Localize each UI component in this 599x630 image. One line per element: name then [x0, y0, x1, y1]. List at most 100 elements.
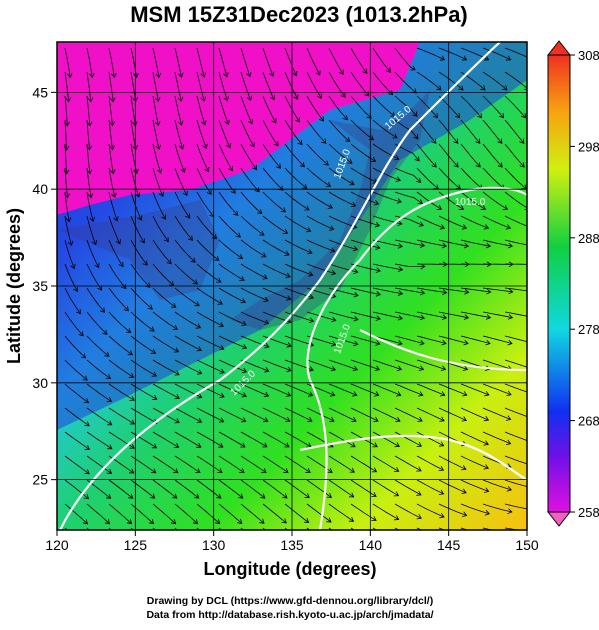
- streamline: [262, 431, 290, 448]
- streamline: [504, 287, 527, 292]
- streamline: [394, 335, 425, 346]
- streamline: [108, 359, 135, 378]
- streamline: [306, 359, 337, 372]
- streamline: [130, 47, 139, 79]
- streamline: [130, 287, 153, 310]
- streamline: [108, 215, 121, 245]
- streamline: [108, 239, 124, 268]
- streamline: [350, 143, 377, 162]
- streamline: [174, 95, 184, 127]
- streamline: [350, 407, 379, 422]
- streamline: [218, 359, 248, 374]
- streamline: [394, 455, 422, 472]
- streamline: [108, 167, 117, 199]
- streamline: [64, 407, 90, 427]
- streamline: [328, 479, 355, 498]
- streamline: [438, 335, 469, 346]
- streamline: [218, 71, 229, 102]
- colorbar-tick-label: 298: [578, 139, 599, 154]
- streamline: [372, 71, 394, 96]
- streamline: [196, 335, 225, 351]
- streamline: [416, 215, 446, 230]
- streamline: [240, 47, 252, 78]
- x-tick-label: 135: [280, 537, 304, 553]
- streamline: [284, 119, 303, 146]
- streamline: [174, 503, 199, 525]
- streamline: [328, 263, 359, 275]
- streamline: [218, 431, 246, 448]
- streamline: [240, 191, 263, 215]
- streamline: [174, 335, 202, 352]
- streamline: [328, 407, 357, 422]
- streamline: [196, 503, 221, 525]
- streamline: [394, 263, 426, 270]
- streamline: [482, 143, 503, 168]
- streamline: [284, 167, 308, 189]
- streamline: [240, 239, 267, 258]
- y-tick-label: 45: [32, 84, 48, 100]
- streamline: [152, 311, 179, 330]
- streamline: [152, 167, 164, 197]
- streamline: [86, 359, 112, 380]
- streamline: [504, 119, 525, 144]
- streamline: [504, 503, 527, 510]
- streamline: [262, 335, 292, 348]
- streamline: [416, 47, 446, 61]
- streamline: [86, 47, 95, 79]
- streamline: [306, 263, 337, 276]
- streamline: [262, 191, 287, 213]
- streamline: [240, 263, 268, 280]
- streamline: [328, 287, 359, 298]
- streamline: [504, 479, 527, 487]
- streamline: [64, 47, 73, 79]
- streamline: [482, 383, 512, 396]
- streamline: [306, 479, 333, 498]
- streamline: [218, 479, 244, 499]
- streamline: [218, 287, 246, 304]
- streamline: [394, 47, 416, 71]
- streamline: [196, 407, 225, 423]
- streamline: [108, 383, 135, 401]
- streamline: [394, 503, 422, 520]
- streamline: [262, 167, 284, 191]
- streamline: [218, 239, 244, 260]
- streamline: [394, 191, 423, 205]
- streamline: [152, 479, 178, 499]
- streamline: [306, 215, 335, 231]
- streamline: [328, 311, 359, 322]
- streamline: [174, 167, 188, 197]
- streamline: [240, 95, 253, 125]
- streamline: [64, 479, 90, 500]
- streamline: [504, 311, 527, 317]
- streamline: [152, 191, 167, 220]
- streamline: [482, 191, 509, 210]
- streamline: [130, 335, 157, 354]
- contour-label: 1015.0: [455, 197, 486, 208]
- streamline: [152, 383, 180, 400]
- streamline: [482, 431, 512, 445]
- streamline: [218, 503, 243, 525]
- streamline: [416, 191, 443, 210]
- streamline: [306, 119, 327, 144]
- streamline: [482, 71, 508, 91]
- streamline: [240, 167, 260, 193]
- streamline: [416, 479, 445, 495]
- streamline: [152, 47, 162, 79]
- streamline: [152, 95, 161, 127]
- streamline: [108, 47, 117, 79]
- streamline: [174, 311, 202, 329]
- streamline: [306, 407, 335, 422]
- colorbar: [547, 54, 571, 513]
- streamline: [108, 119, 115, 151]
- streamline: [152, 527, 156, 530]
- streamline: [86, 215, 97, 246]
- streamline: [504, 407, 527, 418]
- streamline: [240, 455, 267, 474]
- streamline: [218, 263, 245, 281]
- streamline: [306, 191, 334, 209]
- streamline: [482, 47, 512, 61]
- streamline: [240, 311, 270, 325]
- streamline: [86, 455, 113, 474]
- streamline: [108, 479, 134, 499]
- streamline: [394, 95, 418, 117]
